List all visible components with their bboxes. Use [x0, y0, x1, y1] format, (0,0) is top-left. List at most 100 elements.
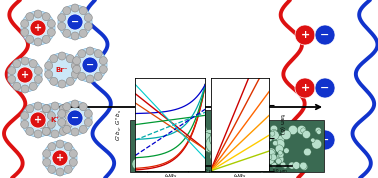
Circle shape	[315, 130, 335, 150]
Circle shape	[71, 4, 79, 12]
Circle shape	[234, 132, 244, 142]
Circle shape	[193, 125, 205, 137]
Circle shape	[288, 162, 296, 169]
X-axis label: $\omega a_s$: $\omega a_s$	[164, 172, 177, 178]
Circle shape	[140, 128, 153, 140]
Circle shape	[86, 75, 94, 83]
Circle shape	[30, 112, 46, 128]
Circle shape	[136, 126, 173, 164]
Circle shape	[34, 67, 42, 75]
Text: 50 μm: 50 μm	[140, 169, 154, 173]
Circle shape	[293, 162, 300, 169]
Circle shape	[278, 151, 282, 155]
Text: K⁺: K⁺	[50, 117, 60, 123]
Circle shape	[71, 100, 79, 108]
Circle shape	[8, 75, 15, 83]
Circle shape	[73, 48, 107, 82]
Circle shape	[300, 162, 307, 169]
Circle shape	[295, 25, 315, 45]
Circle shape	[71, 128, 79, 136]
Circle shape	[64, 143, 72, 151]
Circle shape	[315, 25, 335, 45]
Circle shape	[263, 151, 273, 161]
Circle shape	[47, 28, 55, 36]
Circle shape	[58, 110, 66, 118]
Circle shape	[271, 162, 277, 168]
Circle shape	[275, 140, 285, 149]
Circle shape	[270, 131, 275, 136]
Circle shape	[34, 130, 42, 138]
Circle shape	[73, 57, 81, 65]
Circle shape	[317, 130, 321, 134]
Circle shape	[26, 13, 34, 21]
Circle shape	[34, 38, 42, 46]
Circle shape	[63, 29, 71, 37]
Circle shape	[270, 125, 277, 132]
Circle shape	[38, 120, 46, 128]
Circle shape	[99, 57, 107, 65]
Circle shape	[242, 134, 259, 151]
Circle shape	[315, 127, 321, 133]
Circle shape	[42, 35, 50, 43]
Text: +: +	[301, 135, 310, 145]
Circle shape	[67, 110, 83, 126]
Circle shape	[301, 163, 308, 170]
Circle shape	[209, 131, 225, 147]
Circle shape	[58, 52, 66, 60]
Circle shape	[34, 10, 42, 18]
Circle shape	[69, 158, 77, 166]
Circle shape	[210, 150, 224, 164]
Circle shape	[26, 105, 34, 113]
Circle shape	[45, 70, 53, 78]
Text: Br⁻: Br⁻	[56, 67, 68, 73]
Circle shape	[79, 29, 87, 37]
Circle shape	[21, 120, 29, 128]
Text: −: −	[71, 17, 79, 27]
Circle shape	[58, 80, 66, 88]
Text: −: −	[320, 135, 330, 145]
Circle shape	[21, 11, 55, 45]
Circle shape	[265, 132, 271, 138]
Circle shape	[302, 130, 310, 138]
Circle shape	[270, 154, 277, 161]
Circle shape	[48, 165, 56, 173]
Circle shape	[280, 162, 286, 167]
Text: +: +	[301, 83, 310, 93]
Circle shape	[228, 148, 242, 162]
Circle shape	[282, 130, 291, 140]
Circle shape	[52, 150, 68, 166]
Circle shape	[266, 149, 275, 158]
Circle shape	[67, 14, 83, 30]
Text: +: +	[301, 30, 310, 40]
Circle shape	[79, 7, 87, 15]
Circle shape	[43, 141, 77, 175]
X-axis label: $\omega a_s$: $\omega a_s$	[233, 172, 246, 178]
Circle shape	[99, 65, 107, 73]
Circle shape	[51, 102, 59, 110]
Circle shape	[58, 101, 92, 135]
Text: −: −	[71, 113, 79, 123]
Circle shape	[8, 67, 15, 75]
Text: −: −	[320, 30, 330, 40]
Text: +: +	[56, 153, 64, 163]
Circle shape	[275, 145, 284, 153]
Circle shape	[21, 20, 29, 28]
Circle shape	[71, 32, 79, 40]
Circle shape	[225, 131, 242, 148]
Circle shape	[71, 62, 79, 70]
Circle shape	[94, 72, 102, 80]
Circle shape	[63, 103, 71, 111]
Circle shape	[176, 151, 185, 160]
Circle shape	[17, 67, 33, 83]
Circle shape	[58, 14, 66, 22]
Circle shape	[226, 135, 239, 149]
Circle shape	[84, 110, 92, 118]
Circle shape	[278, 152, 284, 158]
Circle shape	[42, 105, 50, 113]
Text: Liquid to Solid Transition: Liquid to Solid Transition	[139, 113, 242, 122]
Circle shape	[63, 125, 71, 133]
Circle shape	[13, 82, 21, 90]
Circle shape	[295, 130, 315, 150]
Circle shape	[311, 138, 315, 142]
Circle shape	[47, 112, 55, 120]
